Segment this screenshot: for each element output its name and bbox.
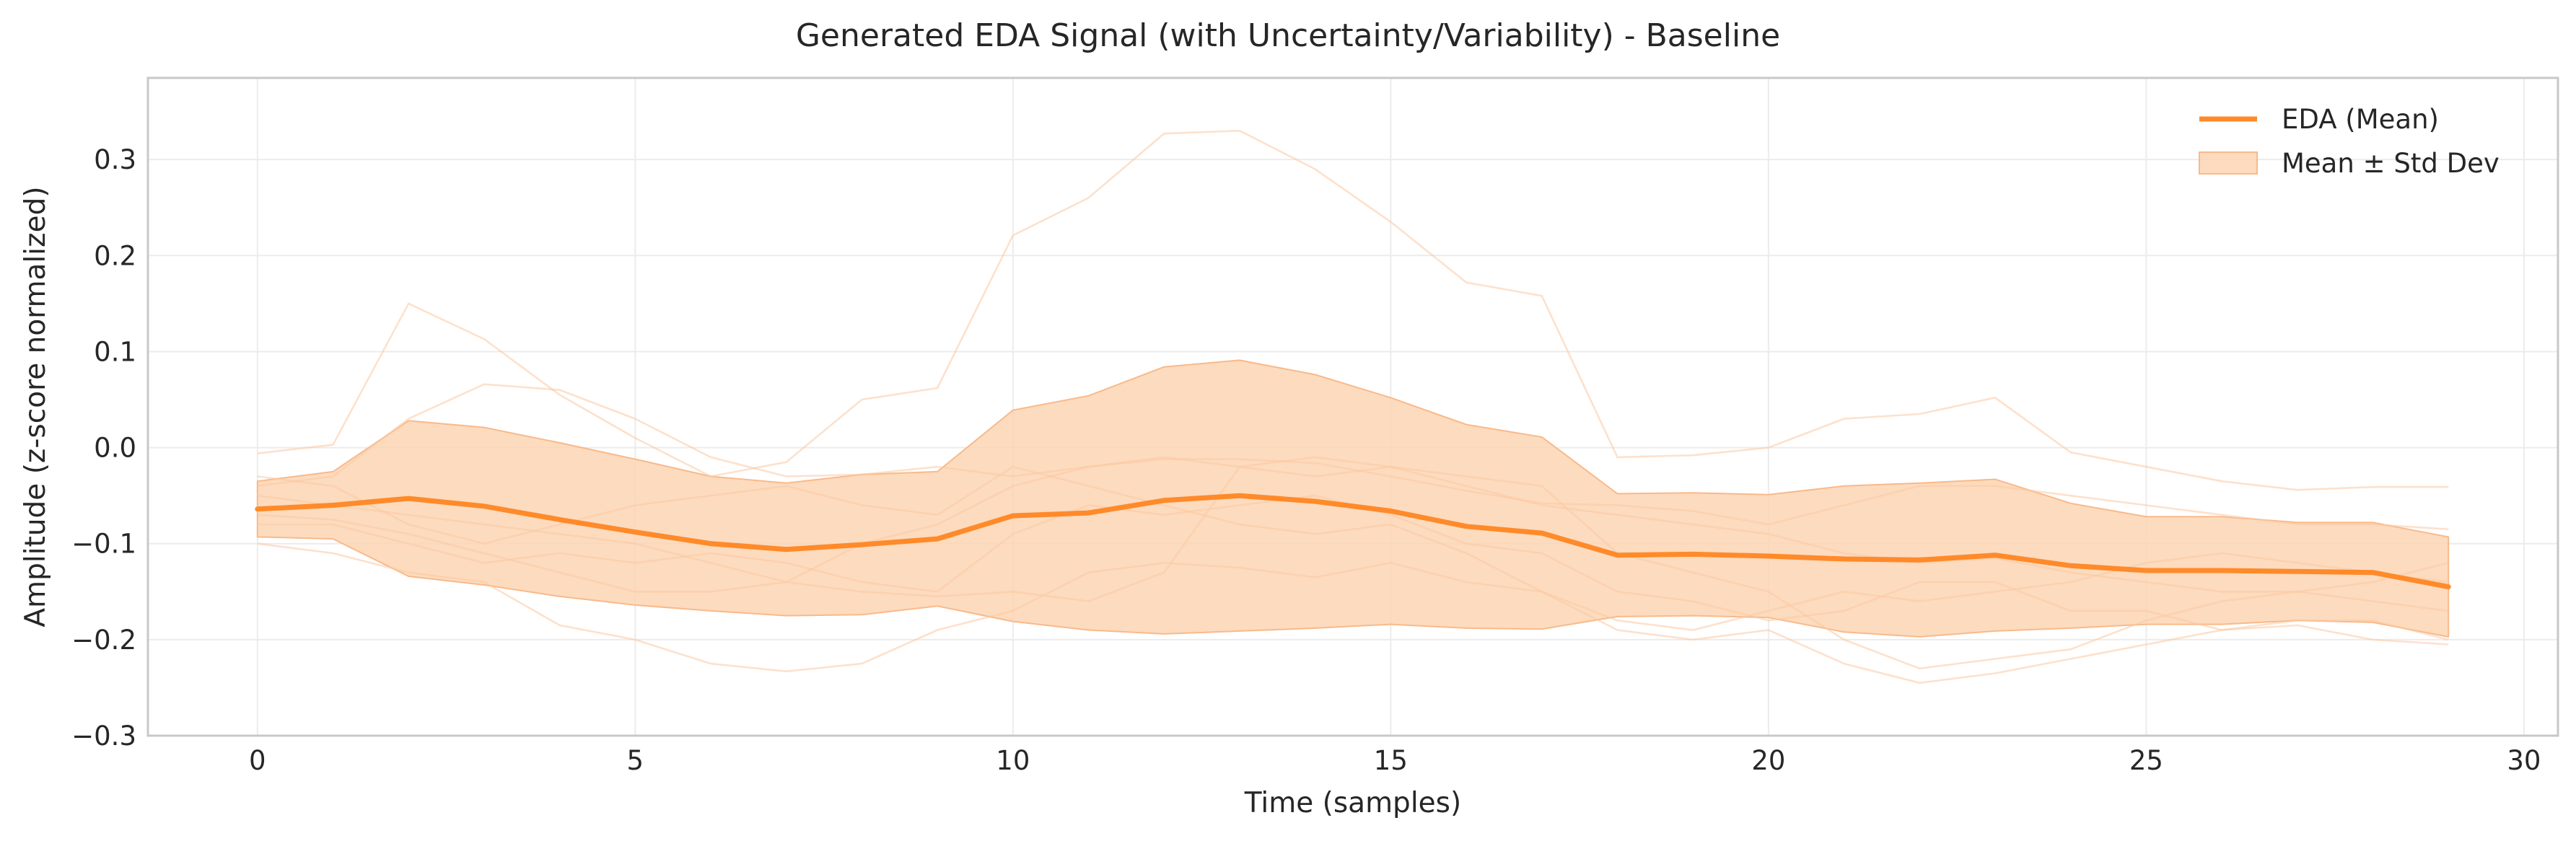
legend-band-label: Mean ± Std Dev [2282, 148, 2500, 179]
x-tick-label: 10 [996, 745, 1030, 776]
y-tick-label: −0.2 [71, 625, 136, 656]
sample-trace [257, 129, 2449, 491]
x-tick-label: 25 [2129, 745, 2163, 776]
legend-band-swatch [2199, 151, 2258, 175]
mean-line [255, 493, 2451, 590]
plot-frame [146, 76, 2559, 737]
x-gridlines [256, 78, 2525, 736]
x-tick-label: 5 [627, 745, 644, 776]
sample-trace [257, 542, 2449, 684]
x-tick-labels: 0 5 10 15 20 25 30 [249, 745, 2541, 776]
sample-traces [257, 129, 2449, 684]
legend-mean-label: EDA (Mean) [2282, 104, 2439, 135]
y-tick-labels: −0.3 −0.2 −0.1 0.0 0.1 0.2 0.3 [71, 144, 136, 752]
sample-trace [257, 456, 2449, 602]
sample-trace [257, 465, 2449, 631]
x-tick-label: 0 [249, 745, 266, 776]
x-tick-label: 15 [1374, 745, 1408, 776]
y-tick-label: 0.3 [94, 144, 136, 175]
y-tick-label: −0.3 [71, 721, 136, 752]
sample-trace [257, 456, 2449, 670]
chart-title: Generated EDA Signal (with Uncertainty/V… [796, 17, 1780, 54]
y-tick-label: 0.1 [94, 336, 136, 367]
x-tick-label: 20 [1751, 745, 1785, 776]
legend: EDA (Mean) Mean ± Std Dev [2199, 104, 2500, 179]
x-axis-label: Time (samples) [1244, 787, 1461, 819]
y-axis-label: Amplitude (z-score normalized) [19, 186, 52, 627]
y-tick-label: 0.0 [94, 433, 136, 464]
x-tick-label: 30 [2507, 745, 2541, 776]
sample-trace [257, 383, 2449, 531]
y-tick-label: 0.2 [94, 240, 136, 271]
y-tick-label: −0.1 [71, 529, 136, 560]
